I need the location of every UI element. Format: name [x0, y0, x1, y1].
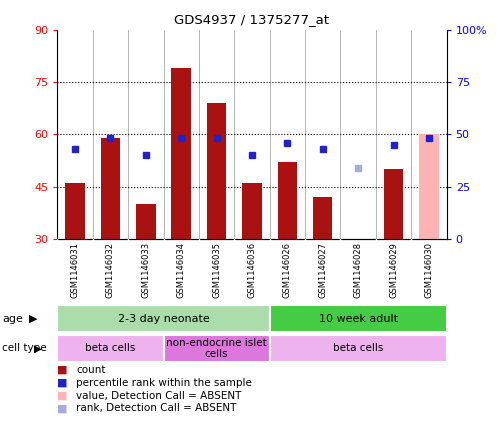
- Text: count: count: [76, 365, 106, 375]
- Bar: [207, 103, 227, 239]
- Text: beta cells: beta cells: [333, 343, 383, 353]
- Bar: [65, 183, 85, 239]
- Text: GSM1146036: GSM1146036: [248, 242, 256, 298]
- Text: GSM1146027: GSM1146027: [318, 242, 327, 298]
- Text: rank, Detection Call = ABSENT: rank, Detection Call = ABSENT: [76, 403, 237, 413]
- Text: GSM1146030: GSM1146030: [425, 242, 434, 298]
- Bar: [419, 135, 439, 239]
- Bar: [57, 335, 164, 362]
- Text: non-endocrine islet
cells: non-endocrine islet cells: [166, 338, 267, 359]
- Text: beta cells: beta cells: [85, 343, 136, 353]
- Text: GSM1146029: GSM1146029: [389, 242, 398, 298]
- Text: cell type: cell type: [2, 343, 47, 353]
- Bar: [269, 305, 447, 332]
- Bar: [164, 335, 269, 362]
- Text: GSM1146034: GSM1146034: [177, 242, 186, 298]
- Text: age: age: [2, 314, 23, 324]
- Title: GDS4937 / 1375277_at: GDS4937 / 1375277_at: [175, 13, 329, 26]
- Bar: [243, 183, 261, 239]
- Bar: [384, 169, 403, 239]
- Text: ■: ■: [57, 390, 68, 401]
- Text: percentile rank within the sample: percentile rank within the sample: [76, 378, 252, 388]
- Text: ■: ■: [57, 378, 68, 388]
- Text: ■: ■: [57, 403, 68, 413]
- Text: 2-3 day neonate: 2-3 day neonate: [118, 314, 210, 324]
- Text: GSM1146028: GSM1146028: [354, 242, 363, 298]
- Text: GSM1146031: GSM1146031: [70, 242, 79, 298]
- Text: GSM1146035: GSM1146035: [212, 242, 221, 298]
- Text: ▶: ▶: [29, 314, 37, 324]
- Bar: [269, 335, 447, 362]
- Bar: [277, 162, 297, 239]
- Bar: [172, 68, 191, 239]
- Text: ▶: ▶: [34, 343, 42, 353]
- Text: ■: ■: [57, 365, 68, 375]
- Bar: [101, 138, 120, 239]
- Text: value, Detection Call = ABSENT: value, Detection Call = ABSENT: [76, 390, 242, 401]
- Bar: [313, 197, 332, 239]
- Bar: [136, 204, 156, 239]
- Text: GSM1146026: GSM1146026: [283, 242, 292, 298]
- Text: 10 week adult: 10 week adult: [319, 314, 398, 324]
- Text: GSM1146032: GSM1146032: [106, 242, 115, 298]
- Bar: [57, 305, 269, 332]
- Text: GSM1146033: GSM1146033: [141, 242, 150, 298]
